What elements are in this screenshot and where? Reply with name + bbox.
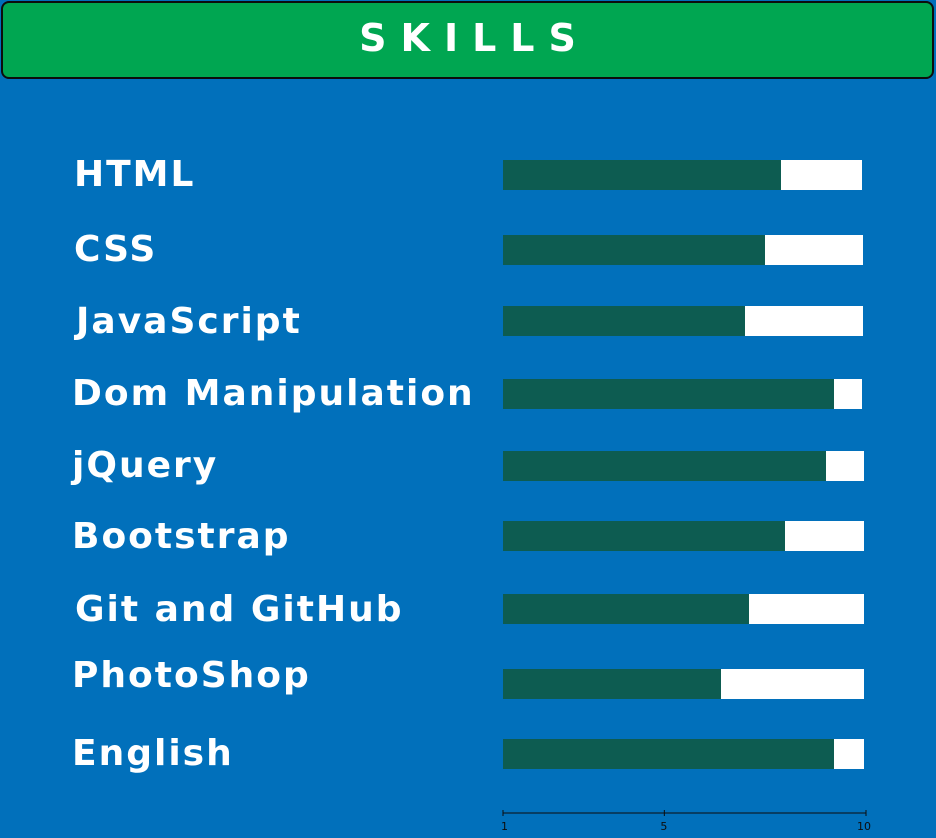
skill-bar-fill-html [503, 160, 782, 190]
skill-bar-fill-dom-manipulation [503, 379, 834, 409]
skill-bar-fill-bootstrap [503, 521, 786, 551]
skill-label-english: English [72, 733, 234, 774]
skill-bar-fill-javascript [503, 306, 745, 336]
skill-bar-fill-photoshop [503, 669, 721, 699]
skill-label-dom-manipulation: Dom Manipulation [72, 373, 475, 414]
skills-header: SKILLS [1, 1, 934, 79]
axis-tick-label-10: 10 [857, 820, 871, 833]
skill-bar-track-javascript [503, 306, 863, 336]
skill-label-photoshop: PhotoShop [72, 655, 311, 696]
skill-bar-fill-css [503, 235, 766, 265]
skill-bar-track-photoshop [503, 669, 864, 699]
skill-bar-track-bootstrap [503, 521, 864, 551]
skill-label-jquery: jQuery [72, 445, 219, 486]
axis-tick-label-1: 1 [501, 820, 508, 833]
axis-tick-label-5: 5 [660, 820, 667, 833]
skill-bar-track-css [503, 235, 863, 265]
skill-label-bootstrap: Bootstrap [72, 516, 291, 557]
skill-bar-fill-git-and-github [503, 594, 750, 624]
skill-bar-fill-english [503, 739, 834, 769]
skill-label-javascript: JavaScript [76, 301, 302, 342]
skill-label-html: HTML [74, 154, 196, 195]
skill-bar-track-dom-manipulation [503, 379, 862, 409]
skill-bar-fill-jquery [503, 451, 826, 481]
skill-bar-track-english [503, 739, 864, 769]
skill-label-css: CSS [74, 229, 158, 270]
skill-bar-track-html [503, 160, 862, 190]
skill-label-git-and-github: Git and GitHub [75, 589, 404, 630]
skill-bar-track-git-and-github [503, 594, 864, 624]
skill-bar-track-jquery [503, 451, 864, 481]
page-title: SKILLS [359, 16, 590, 60]
